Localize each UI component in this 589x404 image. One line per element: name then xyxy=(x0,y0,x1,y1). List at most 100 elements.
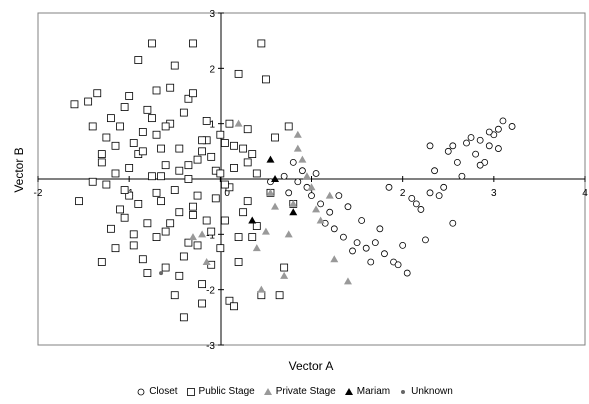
public-stage-point xyxy=(88,177,97,186)
private-stage-point xyxy=(343,277,352,285)
public-stage-point xyxy=(257,39,266,48)
public-stage-point xyxy=(148,172,156,181)
public-stage-point xyxy=(170,291,179,300)
y-tick-label: -2 xyxy=(206,286,215,297)
public-stage-point xyxy=(257,291,266,300)
closet-point xyxy=(453,158,461,166)
public-stage-point xyxy=(189,202,197,211)
public-stage-point xyxy=(125,164,134,172)
public-stage-point xyxy=(179,108,188,117)
private-stage-point xyxy=(330,255,339,263)
public-stage-point xyxy=(243,197,252,206)
legend-item-private-stage: Private Stage xyxy=(263,386,336,397)
public-stage-point xyxy=(220,180,229,189)
public-stage-point xyxy=(125,92,134,100)
closet-point xyxy=(385,183,393,191)
public-stage-point xyxy=(143,105,152,114)
public-stage-point xyxy=(248,150,257,159)
closet-point xyxy=(298,167,306,175)
private-stage-point xyxy=(271,202,280,210)
public-stage-point xyxy=(120,186,129,194)
public-stage-point xyxy=(216,244,225,253)
public-stage-point xyxy=(198,280,207,289)
closet-point xyxy=(317,200,325,208)
public-stage-point xyxy=(225,119,234,128)
public-stage-point xyxy=(189,89,197,98)
closet-point xyxy=(349,247,356,255)
legend-label: Mariam xyxy=(356,385,391,397)
public-stage-point xyxy=(166,83,175,92)
legend-item-closet: Closet xyxy=(136,386,178,397)
closet-point xyxy=(285,189,293,197)
public-stage-point xyxy=(179,252,188,261)
public-stage-point xyxy=(234,233,243,242)
public-stage-point xyxy=(111,141,120,150)
closet-point xyxy=(463,139,470,147)
legend-marker-private-stage-icon xyxy=(263,388,272,395)
closet-point xyxy=(449,142,457,150)
public-stage-point xyxy=(161,161,170,170)
x-tick-label: 3 xyxy=(491,188,497,199)
public-stage-point xyxy=(120,213,129,222)
closet-point xyxy=(399,241,407,249)
closet-point xyxy=(280,172,288,180)
public-stage-point xyxy=(271,133,279,142)
closet-point xyxy=(417,206,425,213)
public-stage-point xyxy=(70,100,79,109)
mariam-point xyxy=(271,175,280,182)
public-stage-point xyxy=(230,302,238,311)
public-stage-point xyxy=(125,191,134,200)
closet-point xyxy=(485,142,493,150)
closet-point xyxy=(312,170,320,177)
closet-point xyxy=(508,123,516,130)
public-stage-point xyxy=(129,230,138,239)
public-stage-point xyxy=(157,197,165,206)
public-stage-point xyxy=(230,164,238,172)
closet-point xyxy=(344,203,352,211)
public-stage-point xyxy=(152,188,161,197)
public-stage-point xyxy=(102,133,111,142)
public-stage-point xyxy=(184,161,193,170)
legend-marker-shape xyxy=(344,388,353,395)
y-tick-label: -1 xyxy=(206,230,215,241)
public-stage-point xyxy=(262,75,270,84)
public-stage-point xyxy=(216,169,225,178)
public-stage-point xyxy=(280,263,289,272)
public-stage-point xyxy=(170,61,179,70)
closet-point xyxy=(367,258,375,266)
public-stage-point xyxy=(239,144,248,153)
public-stage-point xyxy=(175,271,184,280)
public-stage-point xyxy=(152,86,161,95)
y-axis-label: Vector B xyxy=(12,147,26,192)
private-stage-point xyxy=(298,155,307,163)
public-stage-point xyxy=(116,205,124,214)
closet-point xyxy=(412,200,420,208)
private-stage-point xyxy=(198,230,207,238)
public-stage-point xyxy=(88,122,97,131)
closet-point xyxy=(308,192,315,200)
x-tick-label: 4 xyxy=(582,188,588,199)
public-stage-point xyxy=(202,216,211,225)
public-stage-point xyxy=(189,211,197,219)
closet-point xyxy=(358,217,366,224)
closet-point xyxy=(458,172,466,180)
private-stage-point xyxy=(257,285,266,293)
public-stage-point xyxy=(134,56,143,64)
private-stage-point xyxy=(312,205,321,213)
public-stage-point xyxy=(107,224,115,233)
public-stage-point xyxy=(143,219,152,228)
closet-point xyxy=(426,189,434,197)
private-stage-point xyxy=(252,244,261,252)
closet-point xyxy=(499,117,507,125)
public-stage-point xyxy=(175,144,184,153)
public-stage-point xyxy=(207,152,216,161)
chart-legend: Closet Public Stage Private Stage Mariam Unk… xyxy=(0,382,589,400)
public-stage-point xyxy=(275,291,284,300)
public-stage-point xyxy=(252,222,261,230)
public-stage-point xyxy=(161,227,170,236)
public-stage-point xyxy=(198,136,207,145)
public-stage-point xyxy=(111,169,120,178)
public-stage-point xyxy=(198,299,207,308)
public-stage-point xyxy=(166,219,175,228)
